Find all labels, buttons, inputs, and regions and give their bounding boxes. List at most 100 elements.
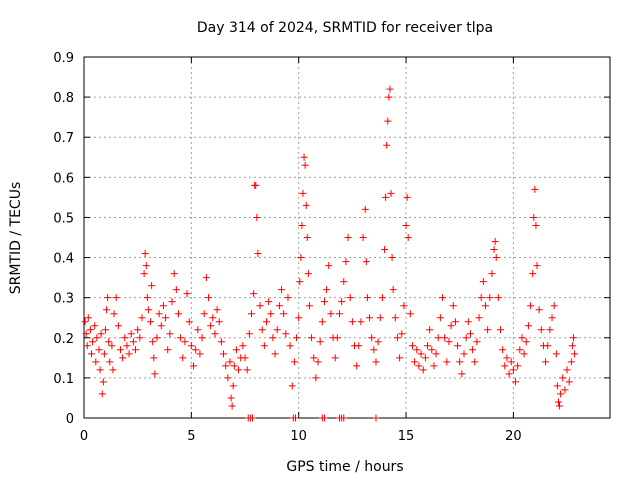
data-point: [331, 354, 339, 362]
data-point: [368, 334, 376, 342]
data-point: [381, 246, 389, 254]
data-point: [100, 350, 108, 358]
data-point: [132, 346, 140, 354]
data-point: [159, 302, 167, 310]
data-point: [535, 306, 543, 314]
data-point: [366, 314, 374, 322]
data-point: [271, 350, 279, 358]
data-point: [310, 354, 318, 362]
data-point: [340, 278, 348, 286]
data-point: [346, 294, 354, 302]
data-point: [406, 310, 414, 318]
data-point: [224, 374, 232, 382]
data-point: [232, 346, 240, 354]
data-point: [88, 350, 96, 358]
data-point: [207, 322, 215, 330]
data-point: [288, 382, 296, 390]
data-point: [183, 290, 191, 298]
data-point: [327, 310, 335, 318]
y-tick-label: 0.2: [53, 332, 74, 347]
data-point: [451, 318, 459, 326]
data-point: [106, 358, 114, 366]
data-point: [194, 326, 202, 334]
data-point: [403, 193, 411, 201]
data-point: [114, 322, 122, 330]
data-point: [490, 246, 498, 254]
data-point: [267, 310, 275, 318]
data-point: [567, 358, 575, 366]
data-point: [370, 346, 378, 354]
y-tick-label: 0.3: [53, 292, 74, 307]
data-point: [486, 294, 494, 302]
data-point: [140, 270, 148, 278]
data-point: [250, 290, 258, 298]
data-point: [305, 302, 313, 310]
data-point: [157, 322, 165, 330]
data-point: [554, 398, 562, 406]
data-point: [202, 274, 210, 282]
data-point: [497, 326, 505, 334]
data-point: [149, 338, 157, 346]
x-tick-label: 0: [80, 429, 88, 444]
data-point: [439, 294, 447, 302]
data-point: [568, 342, 576, 350]
y-tick-label: 0.5: [53, 211, 74, 226]
data-point: [144, 306, 152, 314]
data-point: [230, 362, 238, 370]
data-point: [503, 354, 511, 362]
data-point: [570, 334, 578, 342]
data-point: [361, 205, 369, 213]
data-point: [181, 338, 189, 346]
data-point: [252, 181, 260, 189]
data-point: [441, 334, 449, 342]
data-point: [520, 350, 528, 358]
data-point: [138, 314, 146, 322]
data-point: [211, 330, 219, 338]
y-tick-label: 0.8: [53, 91, 74, 106]
data-point: [95, 346, 103, 354]
data-point: [293, 334, 301, 342]
data-point: [469, 346, 477, 354]
y-tick-label: 0.4: [53, 252, 74, 267]
data-point: [297, 254, 305, 262]
data-point: [86, 326, 94, 334]
data-point: [229, 382, 237, 390]
x-tick-label: 15: [398, 429, 415, 444]
data-point: [226, 358, 234, 366]
data-point: [162, 314, 170, 322]
data-point: [372, 414, 380, 422]
data-point: [462, 334, 470, 342]
data-point: [222, 362, 230, 370]
data-point: [104, 294, 112, 302]
data-point: [185, 318, 193, 326]
data-point: [260, 342, 268, 350]
data-point: [387, 189, 395, 197]
data-point: [172, 286, 180, 294]
data-point: [116, 346, 124, 354]
data-point: [357, 318, 365, 326]
data-point: [512, 378, 520, 386]
data-point: [217, 338, 225, 346]
data-point: [571, 350, 579, 358]
data-point: [205, 294, 213, 302]
data-point: [228, 402, 236, 410]
data-point: [164, 346, 172, 354]
data-point: [312, 374, 320, 382]
data-point: [166, 330, 174, 338]
data-point: [434, 334, 442, 342]
data-point: [192, 346, 200, 354]
data-point: [121, 334, 129, 342]
data-point: [445, 338, 453, 346]
data-point: [499, 346, 507, 354]
data-point: [298, 221, 306, 229]
data-point: [284, 294, 292, 302]
data-point: [335, 310, 343, 318]
data-point: [245, 330, 253, 338]
data-point: [404, 234, 412, 241]
data-point: [249, 414, 257, 422]
data-point: [243, 366, 251, 374]
data-point: [269, 334, 277, 342]
data-point: [241, 354, 249, 362]
data-point: [529, 270, 537, 278]
data-point: [81, 318, 89, 326]
